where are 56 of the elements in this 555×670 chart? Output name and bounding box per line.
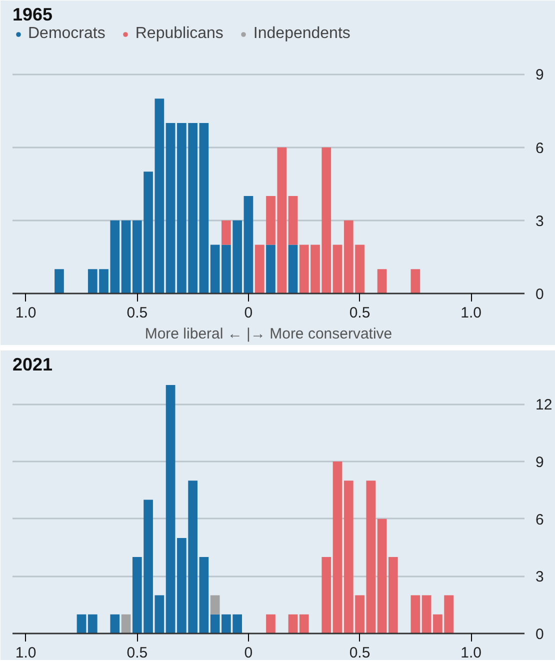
legend-label: Independents — [253, 25, 350, 43]
y-tick-label: 9 — [536, 454, 544, 471]
bar — [388, 557, 398, 634]
y-tick-label: 9 — [536, 66, 544, 84]
bar — [254, 244, 264, 294]
y-tick-label: 6 — [536, 511, 544, 528]
x-tick-label: 0.5 — [349, 644, 370, 662]
bar — [377, 518, 387, 634]
bar — [210, 614, 220, 634]
x-tick-label: 1.0 — [460, 304, 482, 322]
x-tick-label: 0.5 — [349, 304, 370, 322]
legend-label: Republicans — [135, 25, 224, 43]
bar — [166, 385, 176, 634]
bar — [199, 122, 209, 294]
x-tick-label: 0 — [244, 304, 253, 322]
y-tick-label: 6 — [536, 140, 544, 157]
x-tick-label: 0.5 — [126, 304, 148, 322]
bar — [121, 220, 131, 294]
bar — [288, 244, 298, 294]
y-tick-label: 12 — [536, 396, 552, 414]
bar — [288, 614, 298, 634]
bar — [222, 220, 231, 245]
x-tick-label: 0.5 — [126, 644, 148, 662]
bar — [199, 557, 209, 634]
x-axis-title: More liberal ← |→ More conservative — [144, 326, 392, 342]
y-tick-label: 0 — [536, 286, 544, 303]
bar — [266, 614, 276, 634]
bar — [410, 269, 420, 294]
chart-title: 2021 — [12, 354, 53, 374]
bar — [244, 196, 254, 294]
bar — [210, 595, 220, 614]
x-tick-label: 0 — [244, 644, 253, 662]
bar — [166, 122, 176, 294]
bar — [422, 595, 432, 634]
bar — [88, 614, 98, 634]
bar — [410, 595, 420, 634]
bar — [377, 269, 387, 294]
bar — [299, 614, 309, 634]
bar — [266, 244, 276, 294]
bar — [121, 614, 131, 634]
bar — [332, 462, 342, 634]
bar — [76, 614, 86, 634]
bar — [332, 244, 342, 294]
bar — [54, 269, 64, 294]
y-tick-label: 0 — [536, 626, 544, 643]
bar — [322, 557, 332, 634]
bar — [210, 244, 220, 294]
x-tick-label: 1.0 — [460, 644, 482, 662]
y-tick-label: 3 — [536, 212, 544, 230]
bar — [110, 614, 120, 634]
bar — [288, 196, 298, 245]
legend-label: Democrats — [28, 25, 106, 43]
x-tick-label: 1.0 — [15, 304, 36, 322]
y-tick-label: 3 — [536, 568, 544, 586]
x-tick-label: 1.0 — [15, 644, 36, 662]
chart-title: 1965 — [12, 4, 53, 24]
